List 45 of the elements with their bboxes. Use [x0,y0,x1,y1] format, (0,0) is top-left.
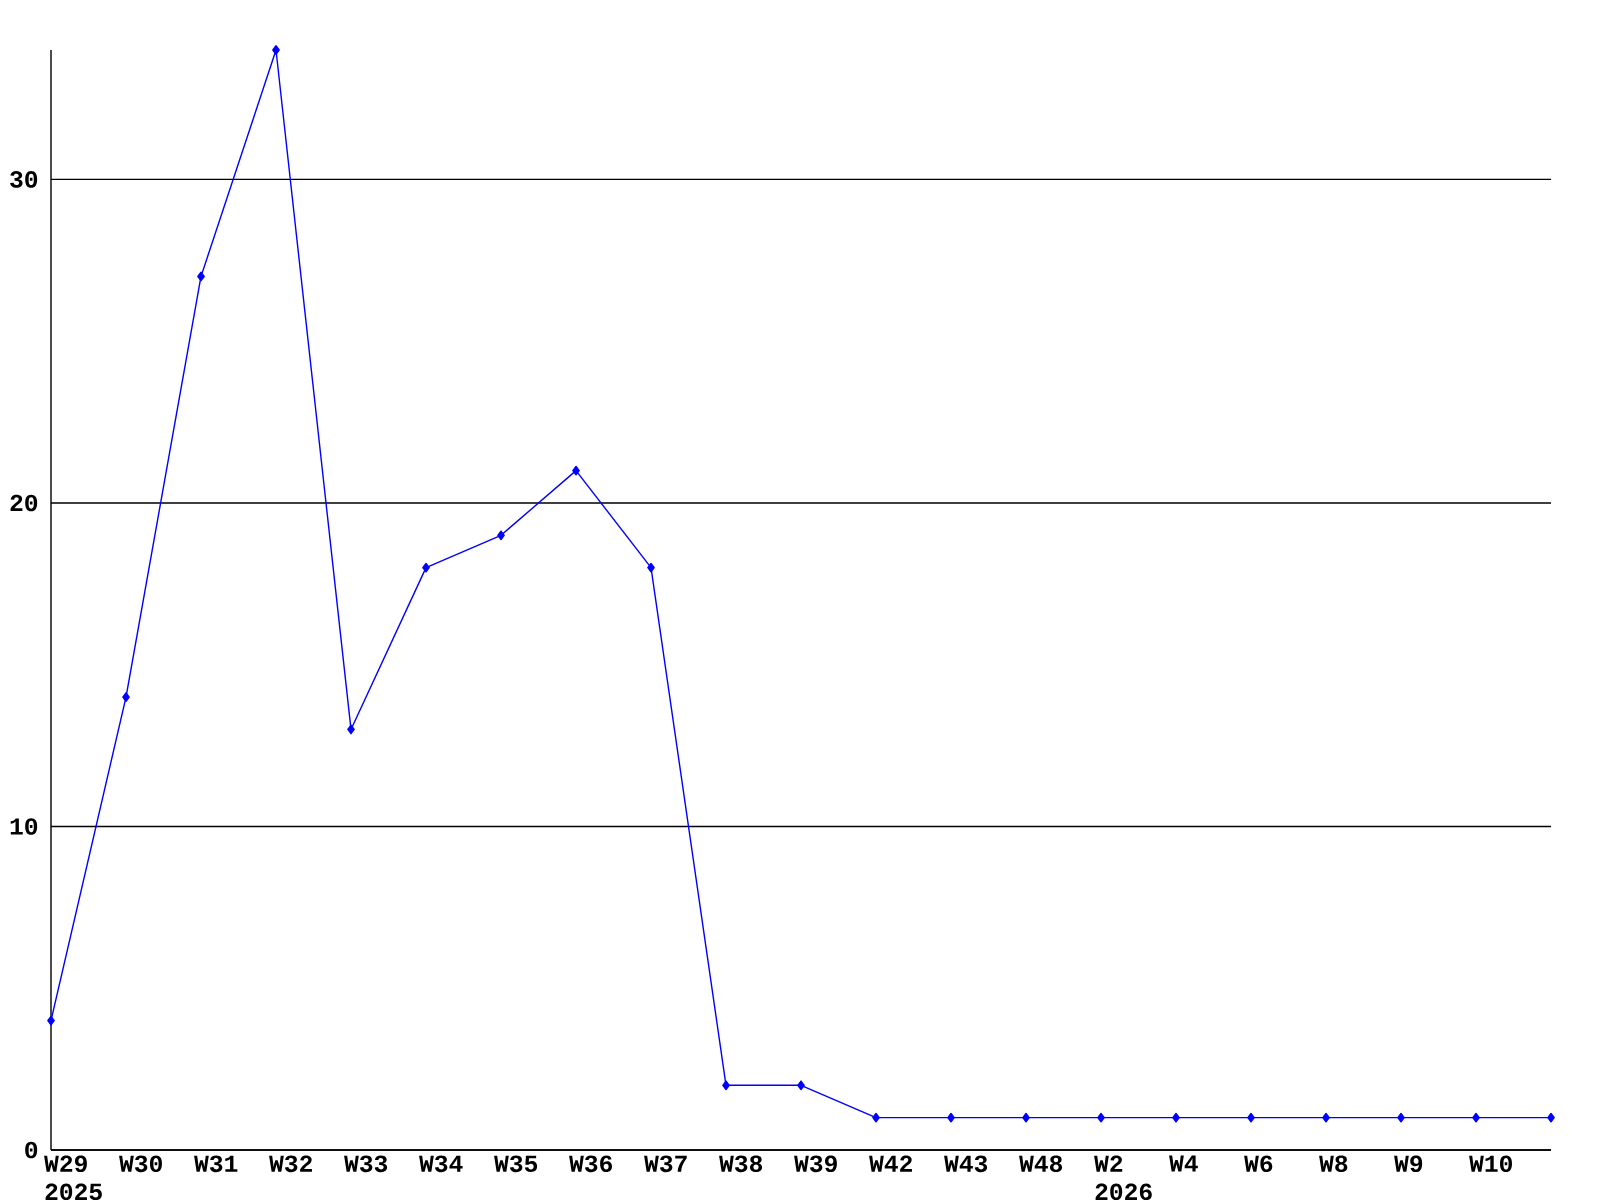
y-tick-label: 10 [10,818,38,835]
point [272,45,280,55]
y-tick-label: 30 [10,171,38,188]
x-tick-label: W9 [1394,1155,1423,1173]
x-tick-label: W2 2026 [1094,1155,1152,1200]
point [1022,1112,1030,1123]
point [422,562,430,573]
x-tick-label: W37 [644,1155,687,1173]
point [1472,1112,1480,1123]
point [122,692,130,702]
point [47,1015,55,1026]
point [1322,1112,1330,1123]
x-tick-label: W34 [419,1155,463,1173]
x-tick-label: W33 [344,1155,388,1173]
x-tick-label: W6 [1244,1155,1273,1173]
point [722,1080,730,1091]
point [872,1112,880,1123]
point [1547,1112,1555,1123]
x-tick-label: W4 [1169,1155,1198,1172]
point [347,724,355,735]
point [1247,1112,1255,1123]
point [947,1112,955,1123]
point [797,1080,805,1091]
x-tick-label: W31 [194,1155,238,1173]
point [1172,1112,1180,1123]
y-tick-label: 20 [10,494,38,512]
point [572,465,580,476]
x-tick-label: W42 [869,1155,912,1172]
x-tick-label: W38 [719,1155,763,1173]
x-tick-label: W43 [944,1155,988,1173]
x-tick-label: W29 2025 [44,1155,102,1200]
point [497,530,505,541]
x-tick-label: W10 [1469,1155,1512,1173]
x-tick-label: W39 [794,1155,837,1173]
x-tick-label: W35 [494,1155,538,1173]
point [1397,1112,1405,1123]
x-tick-label: W8 [1319,1155,1348,1173]
point [1097,1112,1105,1123]
x-tick-label: W32 [269,1155,312,1173]
point [647,562,655,573]
x-tick-label: W48 [1019,1155,1063,1173]
x-tick-label: W36 [569,1155,613,1173]
point [197,271,205,282]
y-tick-label: 0 [25,1141,38,1159]
x-tick-label: W30 [119,1155,162,1173]
